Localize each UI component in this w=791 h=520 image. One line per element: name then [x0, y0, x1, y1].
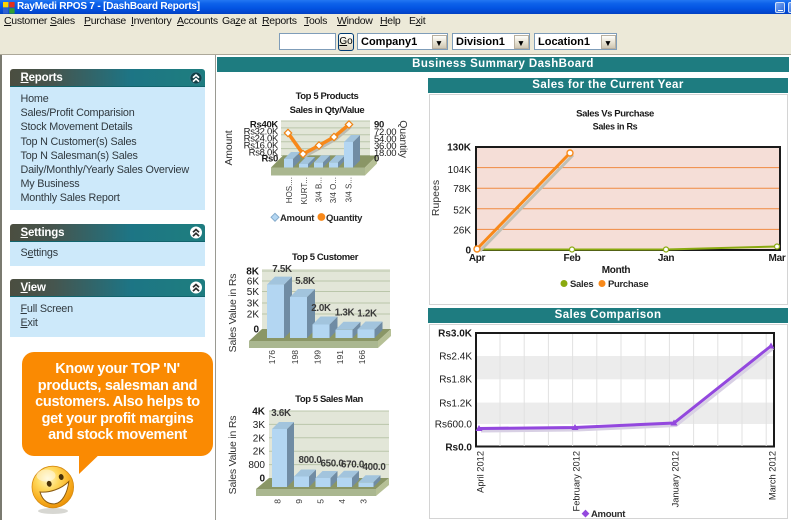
svg-text:54.00: 54.00	[374, 134, 396, 145]
svg-text:Rs24.0K: Rs24.0K	[244, 134, 279, 145]
svg-text:Rs8.0K: Rs8.0K	[249, 148, 279, 159]
svg-text:3: 3	[359, 499, 369, 504]
svg-text:104K: 104K	[448, 165, 472, 176]
svg-text:Top 5 Sales Man: Top 5 Sales Man	[295, 394, 363, 405]
svg-text:1.3K: 1.3K	[335, 308, 355, 319]
svg-text:0: 0	[253, 325, 259, 336]
svg-text:1.2K: 1.2K	[357, 309, 377, 320]
svg-text:Sales in Qty/Value: Sales in Qty/Value	[290, 105, 365, 116]
svg-text:Amount: Amount	[280, 213, 315, 224]
svg-text:February 2012: February 2012	[572, 451, 582, 511]
svg-text:8K: 8K	[246, 267, 260, 278]
svg-text:January 2012: January 2012	[671, 451, 681, 507]
svg-text:18.00: 18.00	[374, 148, 396, 159]
svg-text:8: 8	[273, 499, 283, 504]
svg-text:800: 800	[248, 460, 265, 471]
svg-text:Rs32.0K: Rs32.0K	[244, 127, 279, 138]
svg-text:Feb: Feb	[564, 253, 581, 264]
svg-text:7.5K: 7.5K	[272, 264, 292, 275]
svg-text:78K: 78K	[453, 184, 471, 195]
svg-text:5.8K: 5.8K	[295, 276, 315, 287]
svg-text:166: 166	[357, 350, 367, 364]
svg-text:Amount: Amount	[591, 509, 626, 520]
svg-text:Rs2.4K: Rs2.4K	[439, 352, 472, 363]
svg-text:Rs1.2K: Rs1.2K	[439, 398, 472, 409]
svg-text:March 2012: March 2012	[768, 451, 778, 500]
svg-text:5: 5	[316, 499, 326, 504]
svg-text:2K: 2K	[253, 447, 266, 458]
svg-text:3K: 3K	[247, 299, 260, 310]
svg-text:72.00: 72.00	[374, 127, 396, 138]
svg-text:Sales: Sales	[570, 279, 593, 290]
svg-text:26K: 26K	[453, 226, 471, 237]
svg-text:176: 176	[267, 350, 277, 364]
svg-text:90: 90	[374, 120, 384, 131]
svg-text:650.0: 650.0	[320, 459, 344, 470]
svg-text:Rs0.0: Rs0.0	[445, 443, 472, 454]
svg-text:Rs0: Rs0	[261, 154, 278, 165]
svg-text:670.0: 670.0	[341, 460, 365, 471]
svg-text:Quantity: Quantity	[397, 120, 409, 158]
svg-text:Rs1.8K: Rs1.8K	[439, 375, 472, 386]
svg-text:3/4 S...: 3/4 S...	[345, 177, 354, 202]
svg-text:0: 0	[374, 154, 379, 165]
svg-text:Jan: Jan	[658, 253, 675, 264]
svg-text:Quantity: Quantity	[326, 213, 363, 224]
svg-text:Rs3.0K: Rs3.0K	[438, 329, 473, 340]
svg-text:400.0: 400.0	[362, 462, 386, 473]
svg-text:800.0: 800.0	[298, 455, 322, 466]
svg-text:130K: 130K	[447, 143, 472, 154]
svg-text:Mar: Mar	[769, 253, 786, 264]
svg-text:198: 198	[290, 350, 300, 364]
svg-text:Sales Vs Purchase: Sales Vs Purchase	[576, 109, 654, 120]
svg-text:2K: 2K	[253, 433, 266, 444]
svg-text:Purchase: Purchase	[608, 279, 648, 290]
svg-text:Rs16.0K: Rs16.0K	[244, 141, 279, 152]
svg-text:52K: 52K	[453, 206, 471, 217]
svg-text:2.0K: 2.0K	[311, 303, 331, 314]
svg-text:HOS....: HOS....	[285, 177, 294, 203]
svg-text:Amount: Amount	[223, 130, 235, 165]
svg-text:9: 9	[294, 499, 304, 504]
svg-text:3.6K: 3.6K	[271, 408, 291, 419]
svg-text:Sales Value in Rs: Sales Value in Rs	[227, 416, 239, 495]
svg-text:Rs40K: Rs40K	[250, 120, 279, 131]
svg-text:2K: 2K	[247, 310, 260, 321]
svg-text:191: 191	[335, 350, 345, 364]
svg-text:Sales in Rs: Sales in Rs	[593, 122, 638, 132]
svg-text:Sales Value in Rs: Sales Value in Rs	[227, 274, 239, 353]
svg-text:3/4 O...: 3/4 O...	[329, 177, 338, 203]
svg-text:4K: 4K	[252, 407, 266, 418]
svg-text:3/4 B...: 3/4 B...	[315, 177, 324, 202]
svg-text:5K: 5K	[247, 287, 260, 298]
svg-text:Month: Month	[602, 265, 631, 276]
svg-text:April 2012: April 2012	[476, 451, 486, 493]
svg-text:KURT...: KURT...	[300, 177, 309, 204]
svg-text:199: 199	[313, 350, 323, 364]
svg-text:4: 4	[337, 499, 347, 504]
svg-text:Rs600.0: Rs600.0	[435, 420, 473, 431]
svg-text:Apr: Apr	[469, 253, 486, 264]
svg-text:Top 5 Products: Top 5 Products	[296, 91, 359, 102]
svg-text:Top 5 Customer: Top 5 Customer	[292, 252, 359, 263]
svg-text:36.00: 36.00	[374, 141, 396, 152]
svg-text:3K: 3K	[253, 420, 266, 431]
svg-text:0: 0	[465, 246, 471, 257]
svg-text:6K: 6K	[247, 277, 260, 288]
svg-text:0: 0	[259, 474, 265, 485]
svg-text:Rupees: Rupees	[430, 180, 442, 216]
